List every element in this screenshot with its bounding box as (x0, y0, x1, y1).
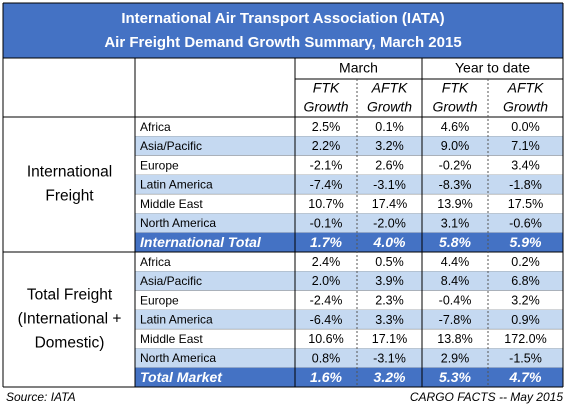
cell-value: 8.4% (441, 274, 470, 288)
total-row (135, 232, 563, 252)
column-header: Growth (367, 99, 412, 115)
cell-value: -6.4% (310, 313, 343, 327)
cell-value: 2.5% (312, 120, 341, 134)
cell-value: -2.0% (373, 216, 406, 230)
title: Air Freight Demand Growth Summary, March… (104, 34, 461, 51)
region: Asia/Pacific (140, 274, 202, 288)
total-value: 5.8% (439, 234, 471, 250)
cell-value: 2.0% (312, 274, 341, 288)
cell-value: 3.4% (511, 159, 540, 173)
total-value: 4.7% (509, 369, 542, 385)
source: Source: IATA (6, 390, 76, 404)
region: Africa (140, 255, 171, 269)
section-label: (International + (18, 311, 122, 328)
cell-value: 0.1% (375, 120, 404, 134)
column-header: FTK (442, 80, 469, 96)
region: Europe (140, 293, 179, 307)
region: North America (140, 216, 216, 230)
cell-value: 6.8% (511, 274, 540, 288)
cell-value: 3.2% (375, 139, 404, 153)
total-value: 5.9% (510, 234, 542, 250)
region: Latin America (140, 313, 213, 327)
cell-value: -3.1% (373, 351, 406, 365)
row-shade (135, 309, 563, 330)
cell-value: 3.2% (511, 294, 540, 308)
title-band (3, 3, 563, 58)
cell-value: 2.9% (441, 351, 470, 365)
cell-value: -1.8% (509, 178, 542, 192)
cell-value: 3.3% (375, 313, 404, 327)
title: International Air Transport Association … (121, 10, 444, 27)
cell-value: -0.2% (439, 159, 472, 173)
cell-value: 10.7% (308, 197, 343, 211)
group-header: March (339, 60, 378, 76)
section-label: Freight (45, 188, 94, 205)
cell-value: -2.1% (310, 159, 343, 173)
region: Latin America (140, 178, 213, 192)
total-value: 5.3% (439, 369, 471, 385)
total-value: 1.6% (310, 369, 342, 385)
section-label: Domestic) (35, 335, 105, 352)
cell-value: 3.1% (441, 216, 470, 230)
cell-value: 172.0% (504, 332, 546, 346)
row-shade (135, 271, 563, 291)
column-header: Growth (432, 99, 477, 115)
column-header: FTK (313, 80, 340, 96)
total-label: Total Market (140, 369, 223, 385)
row-shade (135, 213, 563, 233)
region: Africa (140, 120, 171, 134)
row-shade (135, 348, 563, 368)
group-header: Year to date (455, 60, 530, 76)
cell-value: -0.6% (509, 216, 542, 230)
cell-value: -3.1% (373, 178, 406, 192)
section-label: International (27, 164, 112, 181)
cell-value: 0.9% (511, 313, 540, 327)
cell-value: -2.4% (310, 294, 343, 308)
cell-value: 2.3% (375, 294, 404, 308)
column-header: Growth (303, 99, 348, 115)
total-row (135, 367, 563, 387)
cell-value: -7.8% (439, 313, 472, 327)
region: Asia/Pacific (140, 139, 202, 153)
cell-value: 17.5% (508, 197, 543, 211)
credit: CARGO FACTS -- May 2015 (410, 390, 563, 404)
column-header: AFTK (507, 80, 544, 96)
cell-value: -0.1% (310, 216, 343, 230)
cell-value: 9.0% (441, 139, 470, 153)
total-value: 3.2% (374, 369, 406, 385)
section-label: Total Freight (27, 287, 113, 304)
total-label: International Total (140, 234, 262, 250)
cell-value: 0.5% (375, 255, 404, 269)
cell-value: 4.4% (441, 255, 470, 269)
cell-value: 10.6% (308, 332, 343, 346)
row-shade (135, 174, 563, 195)
cell-value: 3.9% (375, 274, 404, 288)
column-header: AFTK (371, 80, 408, 96)
cell-value: 2.4% (312, 255, 341, 269)
row-shade (135, 136, 563, 156)
cell-value: 17.1% (372, 332, 407, 346)
cell-value: -8.3% (439, 178, 472, 192)
cell-value: -0.4% (439, 294, 472, 308)
cell-value: 0.0% (511, 120, 540, 134)
total-value: 1.7% (310, 234, 342, 250)
cell-value: 0.8% (312, 351, 341, 365)
region: Europe (140, 158, 179, 172)
region: Middle East (140, 332, 203, 346)
cell-value: 2.6% (375, 159, 404, 173)
region: North America (140, 351, 216, 365)
cell-value: 13.9% (437, 197, 472, 211)
cell-value: 4.6% (441, 120, 470, 134)
cell-value: 17.4% (372, 197, 407, 211)
cell-value: -1.5% (509, 351, 542, 365)
region: Middle East (140, 197, 203, 211)
cell-value: 0.2% (511, 255, 540, 269)
cell-value: 13.8% (437, 332, 472, 346)
cell-value: -7.4% (310, 178, 343, 192)
total-value: 4.0% (373, 234, 406, 250)
cell-value: 2.2% (312, 139, 341, 153)
column-header: Growth (503, 99, 548, 115)
cell-value: 7.1% (511, 139, 540, 153)
